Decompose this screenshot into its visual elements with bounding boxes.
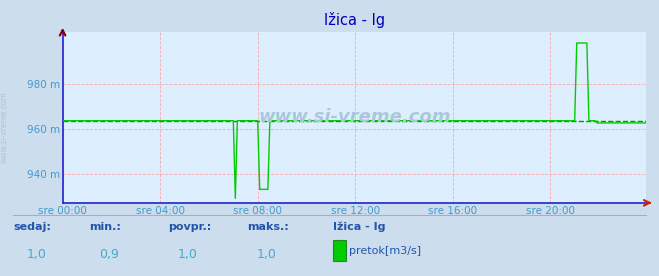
Text: Ižica - Ig: Ižica - Ig [333,222,386,232]
Text: maks.:: maks.: [247,222,289,232]
Text: www.si-vreme.com: www.si-vreme.com [0,91,9,163]
Text: povpr.:: povpr.: [168,222,212,232]
Text: 1,0: 1,0 [178,248,198,261]
Text: 1,0: 1,0 [257,248,277,261]
Text: 1,0: 1,0 [26,248,46,261]
Text: 0,9: 0,9 [99,248,119,261]
Text: min.:: min.: [89,222,121,232]
Text: www.si-vreme.com: www.si-vreme.com [258,108,451,126]
Text: sedaj:: sedaj: [13,222,51,232]
Text: pretok[m3/s]: pretok[m3/s] [349,246,421,256]
Title: Ižica - Ig: Ižica - Ig [324,12,385,28]
